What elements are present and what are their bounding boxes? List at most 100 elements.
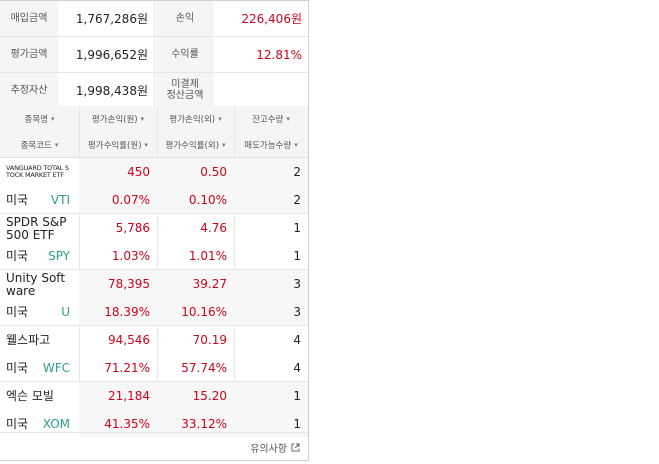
holding-name: 엑슨 모빌 xyxy=(6,388,54,403)
unsettled-label-line1: 미결제 xyxy=(171,79,199,90)
pl-fx: 70.19 xyxy=(192,332,227,347)
holding-name: Unity Soft ware xyxy=(6,271,78,298)
rate-fx: 57.74% xyxy=(181,360,227,375)
header-pl-krw-label: 평가손익(원) xyxy=(91,114,138,125)
summary-row-purchase: 매입금액 1,767,286원 손익 226,406원 xyxy=(0,1,308,37)
holding-row-u[interactable]: Unity Soft ware 미국 U 78,395 39.27 3 18.3… xyxy=(0,270,308,326)
rate-krw: 18.39% xyxy=(104,304,150,319)
unsettled-label-line2: 정산금액 xyxy=(166,90,204,101)
quantity: 2 xyxy=(293,164,301,179)
profit-value: 226,406원 xyxy=(241,12,302,26)
holding-row-xom[interactable]: 엑슨 모빌 미국 XOM 21,184 15.20 1 41.35% 33.12… xyxy=(0,382,308,437)
rate-krw: 0.07% xyxy=(111,192,150,207)
market-label: 미국 xyxy=(6,249,29,263)
header-pl-krw[interactable]: 평가손익(원) ▾ xyxy=(79,106,157,131)
eval-value: 1,996,652원 xyxy=(58,37,155,72)
pl-krw: 21,184 xyxy=(108,388,150,403)
header-qty[interactable]: 잔고수량 ▾ xyxy=(234,106,308,131)
holding-name: VANGUARD TOTAL S TOCK MARKET ETF xyxy=(6,158,78,185)
notice-link[interactable]: 유의사항 xyxy=(250,443,287,455)
external-link-icon[interactable] xyxy=(291,443,300,452)
sort-arrow-icon: ▾ xyxy=(218,114,222,123)
sort-arrow-icon: ▾ xyxy=(54,140,59,149)
estimate-label: 추정자산 xyxy=(0,73,58,107)
rate-value: 12.81% xyxy=(256,47,302,62)
footer: 유의사항 xyxy=(0,432,308,461)
holding-market: 미국 SPY xyxy=(6,242,78,269)
column-divider xyxy=(157,106,158,431)
pl-krw: 5,786 xyxy=(115,220,150,235)
sort-arrow-icon: ▾ xyxy=(140,114,145,123)
holding-name: 웰스파고 xyxy=(6,332,51,347)
column-divider xyxy=(79,106,80,431)
pl-krw: 94,546 xyxy=(108,332,150,347)
column-divider xyxy=(234,106,235,431)
holding-values: 5,786 4.76 1 1.03% 1.01% 1 xyxy=(79,214,308,269)
holding-market: 미국 XOM xyxy=(6,410,78,437)
holdings-panel: 매입금액 1,767,286원 손익 226,406원 평가금액 1,996,6… xyxy=(0,0,309,461)
holding-values: 94,546 70.19 4 71.21% 57.74% 4 xyxy=(79,326,308,381)
summary-row-estimate: 추정자산 1,998,438원 미결제 정산금액 xyxy=(0,73,308,108)
holding-market: 미국 WFC xyxy=(6,354,78,381)
ticker-code: XOM xyxy=(42,416,70,431)
ticker-code: SPY xyxy=(48,248,70,263)
holding-values: 21,184 15.20 1 41.35% 33.12% 1 xyxy=(79,382,308,437)
quantity: 1 xyxy=(293,220,301,235)
sellable-quantity: 1 xyxy=(293,248,301,263)
header-name-label: 종목명 xyxy=(24,114,48,125)
holding-name-line1: Unity Soft xyxy=(6,270,66,285)
holding-name-line1: SPDR S&P xyxy=(6,214,67,229)
external-link-icon-svg xyxy=(291,443,300,451)
summary-row-eval: 평가금액 1,996,652원 수익률 12.81% xyxy=(0,37,308,73)
pl-fx: 0.50 xyxy=(200,164,227,179)
estimate-value: 1,998,438원 xyxy=(58,73,155,107)
rate-fx: 33.12% xyxy=(181,416,227,431)
header-name[interactable]: 종목명 ▾ xyxy=(0,106,79,131)
rate-krw: 41.35% xyxy=(104,416,150,431)
rate-fx: 0.10% xyxy=(188,192,227,207)
header-rate-fx-label: 평가수익률(외) xyxy=(165,140,220,151)
header-pl-fx-label: 평가손익(외) xyxy=(169,114,216,125)
pl-krw: 78,395 xyxy=(108,276,150,291)
unsettled-label: 미결제 정산금액 xyxy=(156,73,214,107)
holding-row-spy[interactable]: SPDR S&P 500 ETF 미국 SPY 5,786 4.76 1 1.0… xyxy=(0,214,308,270)
header-sellable[interactable]: 매도가능수량 ▾ xyxy=(234,132,308,157)
rate-fx: 10.16% xyxy=(181,304,227,319)
holding-name-line1: VANGUARD TOTAL S xyxy=(6,163,69,172)
table-header: 종목명 ▾ 평가손익(원) ▾ 평가손익(외) ▾ 잔고수량 ▾ 종목코드 ▾ 평가수익률… xyxy=(0,106,308,158)
pl-fx: 15.20 xyxy=(192,388,227,403)
header-pl-fx[interactable]: 평가손익(외) ▾ xyxy=(157,106,234,131)
rate-fx: 1.01% xyxy=(188,248,227,263)
holding-values: 450 0.50 2 0.07% 0.10% 2 xyxy=(79,158,308,213)
ticker-code: VTI xyxy=(50,192,70,207)
pl-fx: 39.27 xyxy=(192,276,227,291)
account-summary: 매입금액 1,767,286원 손익 226,406원 평가금액 1,996,6… xyxy=(0,1,308,108)
quantity: 1 xyxy=(293,388,301,403)
header-qty-label: 잔고수량 xyxy=(252,114,284,125)
sort-arrow-icon: ▾ xyxy=(144,140,149,149)
holding-row-wfc[interactable]: 웰스파고 미국 WFC 94,546 70.19 4 71.21% 57.74%… xyxy=(0,326,308,382)
ticker-code: WFC xyxy=(42,360,70,375)
holding-name-line2: ware xyxy=(6,283,36,298)
holding-market: 미국 U xyxy=(6,298,78,325)
header-rate-krw[interactable]: 평가수익률(원) ▾ xyxy=(79,132,157,157)
holding-name-line2: 500 ETF xyxy=(6,227,55,242)
holding-row-vti[interactable]: VANGUARD TOTAL S TOCK MARKET ETF 미국 VTI … xyxy=(0,158,308,214)
quantity: 4 xyxy=(293,332,301,347)
holding-values: 78,395 39.27 3 18.39% 10.16% 3 xyxy=(79,270,308,325)
sellable-quantity: 3 xyxy=(293,304,301,319)
purchase-label: 매입금액 xyxy=(0,1,58,36)
header-code[interactable]: 종목코드 ▾ xyxy=(0,132,79,157)
holding-market: 미국 VTI xyxy=(6,186,78,213)
market-label: 미국 xyxy=(6,305,29,319)
header-rate-krw-label: 평가수익률(원) xyxy=(87,140,142,151)
header-rate-fx[interactable]: 평가수익률(외) ▾ xyxy=(157,132,234,157)
holdings-list: VANGUARD TOTAL S TOCK MARKET ETF 미국 VTI … xyxy=(0,158,308,437)
sellable-quantity: 2 xyxy=(293,192,301,207)
sellable-quantity: 4 xyxy=(293,360,301,375)
rate-krw: 71.21% xyxy=(104,360,150,375)
profit-label: 손익 xyxy=(156,1,214,36)
market-label: 미국 xyxy=(6,417,29,431)
market-label: 미국 xyxy=(6,361,29,375)
header-code-label: 종목코드 xyxy=(20,140,52,151)
